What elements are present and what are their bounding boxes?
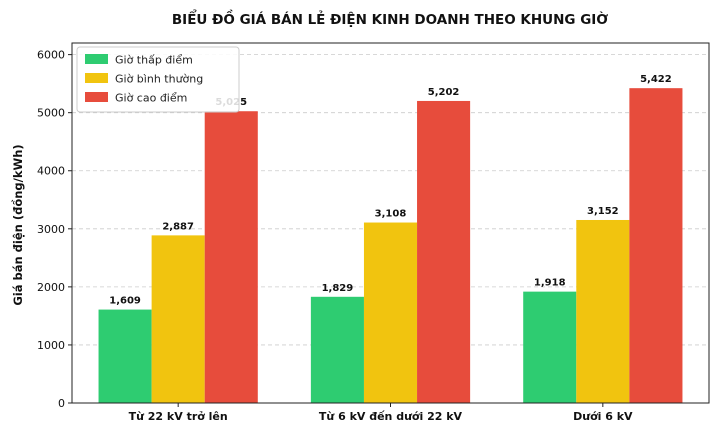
- bar: [363, 222, 418, 403]
- data-label: 3,152: [587, 206, 619, 217]
- chart-title: BIỂU ĐỒ GIÁ BÁN LẺ ĐIỆN KINH DOANH THEO …: [172, 8, 608, 28]
- y-tick-label: 5000: [37, 107, 65, 120]
- legend-swatch: [85, 73, 108, 83]
- legend-entry: Giờ cao điểm: [115, 92, 187, 105]
- bar: [204, 111, 258, 404]
- y-tick-label: 4000: [37, 165, 65, 178]
- data-label: 1,609: [109, 296, 141, 307]
- bar: [417, 100, 471, 403]
- y-tick-label: 3000: [37, 223, 65, 236]
- data-label: 5,422: [640, 74, 672, 85]
- x-tick-label: Dưới 6 kV: [573, 410, 633, 423]
- data-label: 2,887: [162, 221, 194, 232]
- y-tick-label: 6000: [37, 49, 65, 62]
- y-tick-label: 1000: [37, 339, 65, 352]
- x-tick-label: Từ 6 kV đến dưới 22 kV: [319, 410, 463, 423]
- data-label: 1,918: [534, 278, 566, 289]
- legend-swatch: [85, 92, 108, 102]
- bars: [98, 88, 683, 404]
- y-tick-label: 0: [58, 397, 65, 410]
- y-axis-ticks: 0 1000 2000 3000 4000 5000 6000: [37, 49, 72, 410]
- bar: [576, 219, 630, 403]
- y-tick-label: 2000: [37, 281, 65, 294]
- data-label: 3,108: [375, 209, 407, 220]
- legend: Giờ thấp điểm Giờ bình thường Giờ cao điểm: [76, 46, 240, 113]
- legend-entry: Giờ thấp điểm: [115, 54, 193, 67]
- bar: [629, 88, 683, 403]
- bar: [98, 309, 152, 403]
- bar: [151, 235, 205, 403]
- bar: [310, 296, 364, 403]
- legend-entry: Giờ bình thường: [115, 73, 203, 86]
- x-axis-ticks: Từ 22 kV trở lên Từ 6 kV đến dưới 22 kV Dư…: [129, 403, 633, 423]
- legend-swatch: [85, 54, 108, 64]
- bar: [523, 291, 577, 403]
- y-axis-label: Giá bán điện (đồng/kWh): [11, 144, 25, 305]
- legend-box: [76, 46, 240, 113]
- data-label: 1,829: [322, 283, 354, 294]
- x-tick-label: Từ 22 kV trở lên: [129, 410, 228, 423]
- data-label: 5,202: [428, 87, 460, 98]
